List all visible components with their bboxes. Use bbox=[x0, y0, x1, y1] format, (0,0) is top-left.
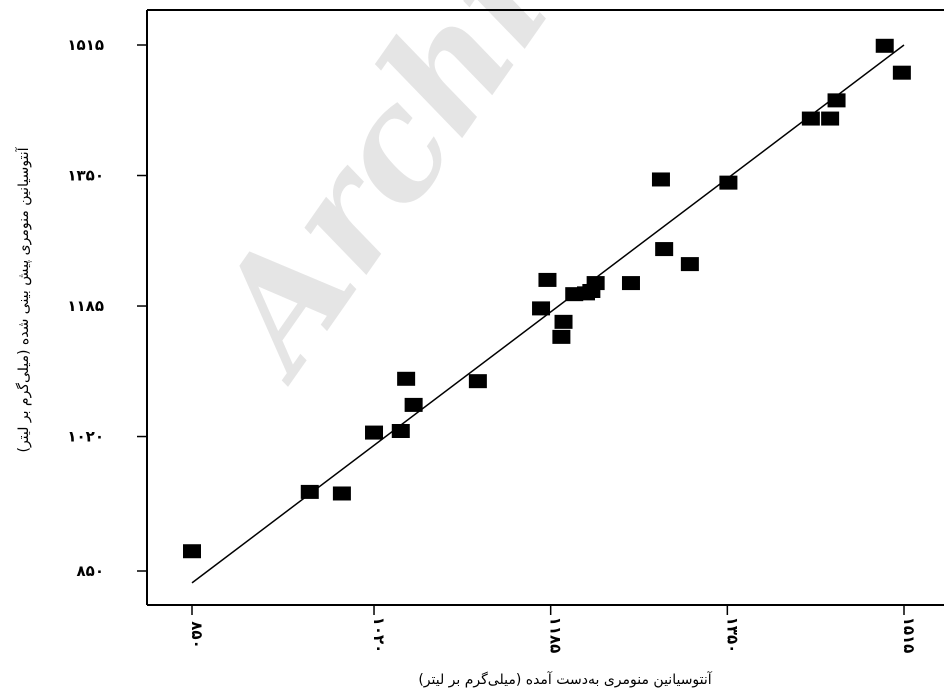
x-axis-title: آنتوسیانین منومری به‌دست آمده (میلی‌گرم … bbox=[418, 671, 712, 688]
y-tick-label: ۱۱۸۵ bbox=[67, 297, 104, 315]
data-point bbox=[554, 314, 573, 329]
data-point bbox=[468, 374, 487, 389]
data-point bbox=[892, 65, 911, 80]
data-point bbox=[397, 371, 416, 386]
data-point bbox=[183, 544, 201, 559]
data-point bbox=[655, 242, 674, 257]
data-point bbox=[827, 93, 846, 108]
data-point bbox=[552, 329, 571, 344]
x-axis: ۸۵۰ ۱۰۲۰ ۱۱۸۵ ۱۳۵۰ ۱۵۱۵ bbox=[188, 605, 918, 653]
y-axis-title: آنتوسیانین منومری پیش بینی شده (میلی‌گرم… bbox=[15, 146, 32, 452]
x-tick-label: ۱۱۸۵ bbox=[547, 617, 565, 654]
data-point bbox=[404, 397, 423, 412]
data-point bbox=[680, 257, 699, 272]
data-point bbox=[875, 38, 894, 53]
data-point bbox=[586, 276, 605, 291]
x-tick-label: ۱۳۵۰ bbox=[723, 617, 741, 654]
x-tick-label: ۱۵۱۵ bbox=[900, 617, 918, 654]
data-point bbox=[651, 172, 670, 187]
watermark-text: Archi bbox=[173, 0, 584, 408]
data-point bbox=[532, 301, 551, 316]
data-point bbox=[332, 486, 351, 501]
x-tick-label: ۸۵۰ bbox=[188, 621, 206, 648]
data-point bbox=[391, 423, 410, 438]
y-tick-label: ۸۵۰ bbox=[77, 562, 104, 580]
data-point bbox=[300, 484, 319, 499]
y-tick-label: ۱۳۵۰ bbox=[67, 167, 104, 185]
y-tick-label: ۱۵۱۵ bbox=[67, 36, 104, 54]
data-point bbox=[621, 276, 640, 291]
y-tick-label: ۱۰۲۰ bbox=[67, 428, 104, 446]
y-axis: ۸۵۰ ۱۰۲۰ ۱۱۸۵ ۱۳۵۰ ۱۵۱۵ bbox=[67, 36, 147, 580]
data-point bbox=[538, 272, 557, 287]
data-point bbox=[719, 175, 738, 190]
axes-group bbox=[146, 9, 944, 606]
x-tick-label: ۱۰۲۰ bbox=[370, 617, 388, 654]
data-point bbox=[821, 111, 840, 126]
data-point bbox=[365, 425, 384, 440]
data-point bbox=[801, 111, 820, 126]
data-points bbox=[183, 38, 911, 559]
